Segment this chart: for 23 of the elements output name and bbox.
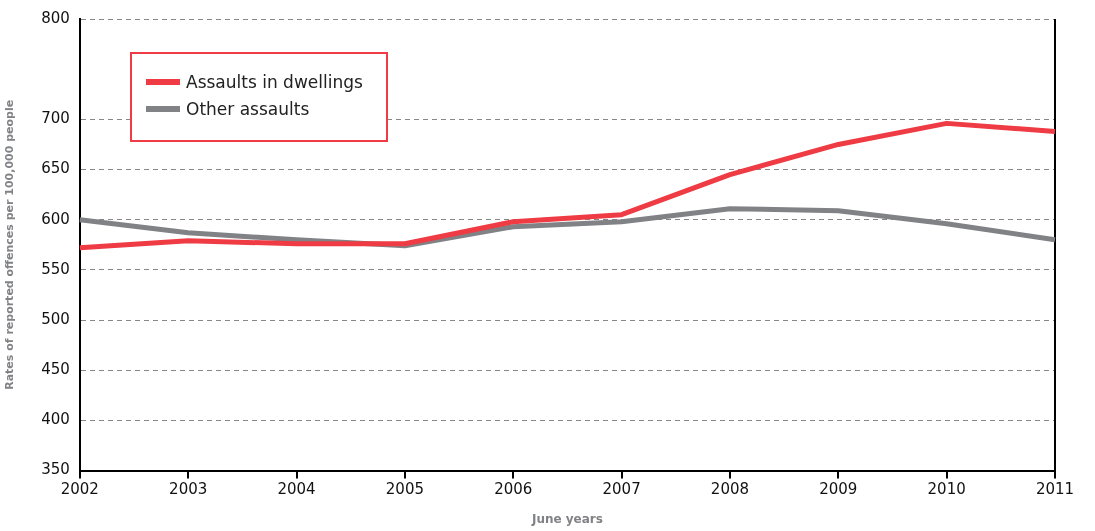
x-tick-label: 2003 bbox=[169, 480, 208, 499]
x-tick-label: 2002 bbox=[60, 480, 99, 499]
y-tick-label: 400 bbox=[41, 410, 70, 429]
y-tick-label: 800 bbox=[41, 8, 70, 27]
y-axis-title: Rates of reported offences per 100,000 people bbox=[3, 99, 17, 390]
y-tick-label: 650 bbox=[41, 159, 70, 178]
y-tick-label: 350 bbox=[41, 460, 70, 479]
y-tick-label: 450 bbox=[41, 360, 70, 379]
y-tick-label: 600 bbox=[41, 209, 70, 228]
x-tick-label: 2007 bbox=[602, 480, 641, 499]
x-tick-label: 2005 bbox=[385, 480, 424, 499]
x-tick-label: 2010 bbox=[927, 480, 966, 499]
legend-label: Assaults in dwellings bbox=[186, 71, 363, 92]
x-tick-label: 2004 bbox=[277, 480, 316, 499]
y-tick-label: 550 bbox=[41, 259, 70, 278]
x-tick-label: 2008 bbox=[710, 480, 750, 499]
x-axis-title: June years bbox=[530, 511, 603, 526]
y-tick-label: 700 bbox=[41, 109, 70, 128]
x-tick-label: 2009 bbox=[819, 480, 858, 499]
x-tick-label: 2006 bbox=[494, 480, 533, 499]
legend-label: Other assaults bbox=[186, 98, 310, 119]
x-tick-label: 2011 bbox=[1035, 480, 1075, 499]
y-tick-label: 500 bbox=[41, 309, 70, 328]
